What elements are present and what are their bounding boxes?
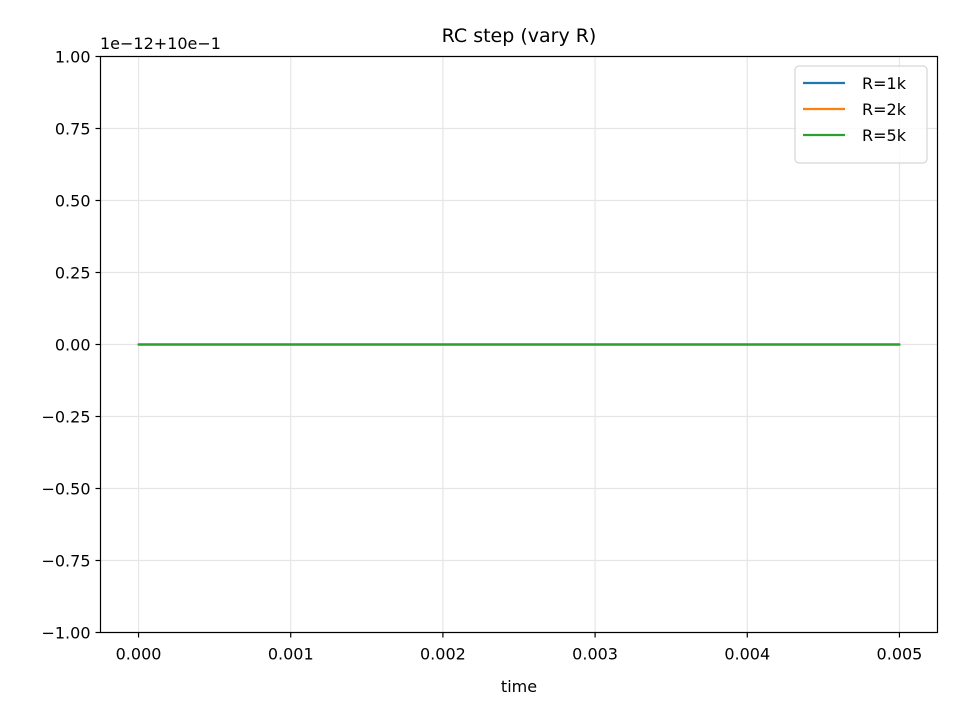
legend: R=1k R=2k R=5k: [794, 65, 928, 164]
y-tick-label: −0.25: [41, 408, 90, 427]
x-tick-labels: 0.000 0.001 0.002 0.003 0.004 0.005: [116, 645, 923, 664]
legend-entries: R=1k R=2k R=5k: [803, 74, 907, 145]
y-tick-label: −1.00: [41, 624, 90, 643]
x-tick-label: 0.005: [877, 645, 923, 664]
legend-box: [794, 65, 928, 164]
y-tick-label: 0.25: [55, 264, 91, 283]
x-tick-label: 0.001: [268, 645, 314, 664]
x-axis-title: time: [501, 677, 537, 696]
y-tick-label: 0.50: [55, 192, 91, 211]
x-tick-label: 0.000: [116, 645, 162, 664]
legend-label: R=1k: [862, 74, 907, 93]
y-tick-label: 1.00: [55, 48, 91, 67]
x-tick-label: 0.002: [420, 645, 466, 664]
y-tick-labels: −1.00 −0.75 −0.50 −0.25 0.00 0.25 0.50 0.75 1.00: [41, 48, 90, 643]
chart-title: RC step (vary R): [442, 25, 597, 47]
y-tick-label: 0.00: [55, 336, 91, 355]
legend-label: R=5k: [862, 126, 907, 145]
y-tick-label: −0.75: [41, 552, 90, 571]
y-tick-label: 0.75: [55, 120, 91, 139]
y-tick-label: −0.50: [41, 480, 90, 499]
legend-label: R=2k: [862, 100, 907, 119]
y-offset-text: 1e−12+10e−1: [100, 34, 221, 53]
x-tick-label: 0.004: [724, 645, 770, 664]
tick-marks: [95, 55, 901, 638]
x-tick-label: 0.003: [572, 645, 618, 664]
